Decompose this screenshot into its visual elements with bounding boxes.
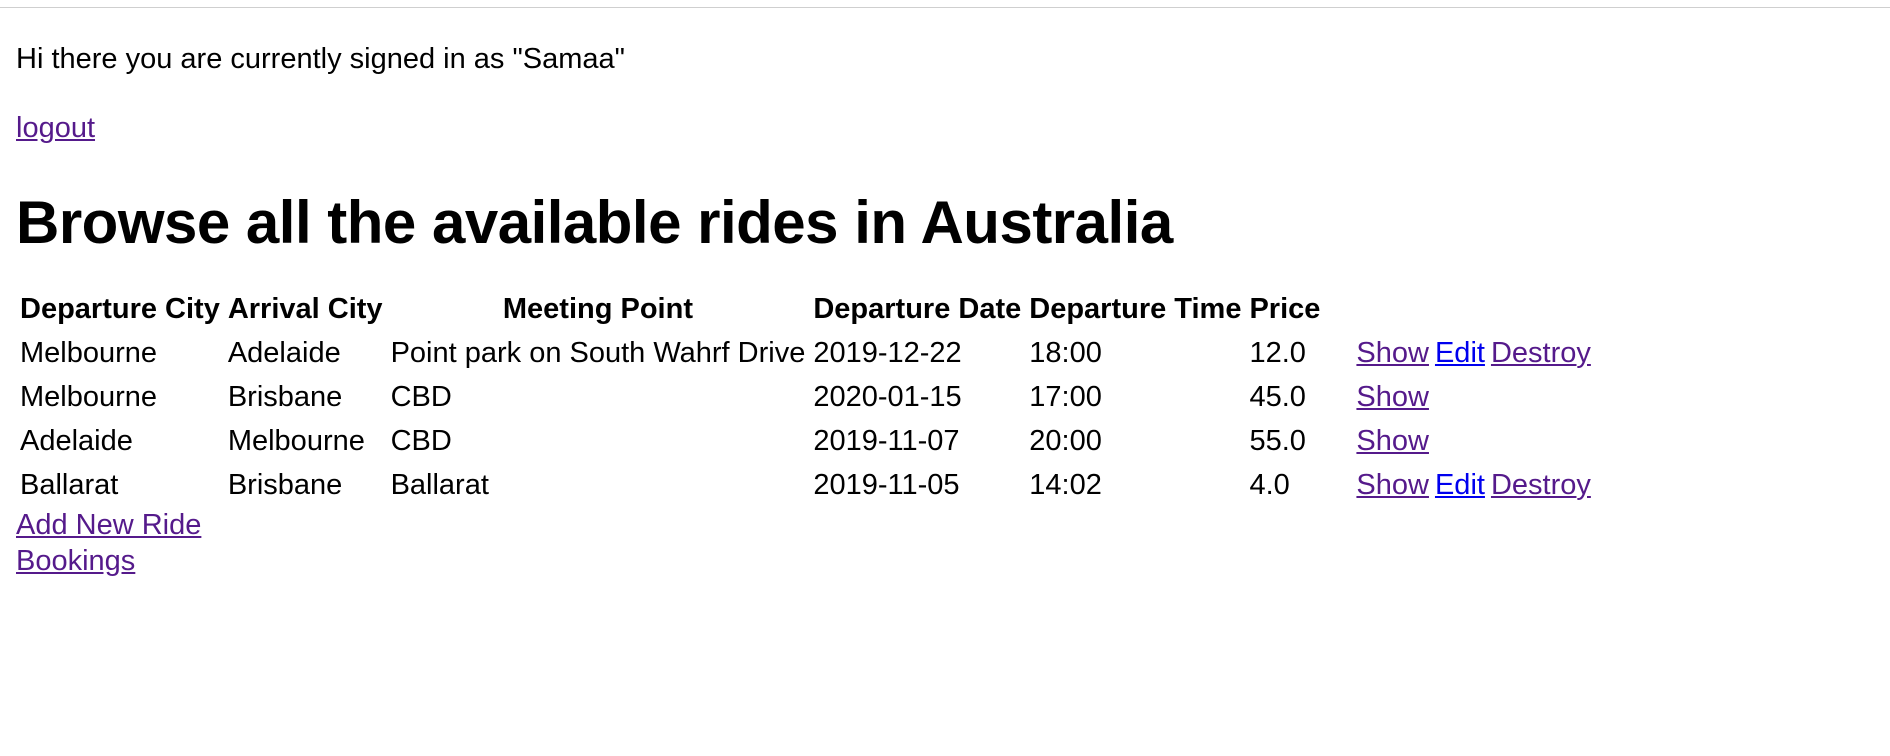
show-ride-link[interactable]: Show bbox=[1356, 468, 1429, 501]
cell-meeting-point: Point park on South Wahrf Drive bbox=[390, 336, 806, 369]
header-departure-city: Departure City bbox=[20, 292, 220, 325]
cell-arrival-city: Adelaide bbox=[227, 336, 341, 369]
cell-departure-date: 2020-01-15 bbox=[813, 380, 962, 413]
cell-actions: Show Edit Destroy bbox=[1354, 463, 1598, 507]
table-row: Melbourne Adelaide Point park on South W… bbox=[18, 331, 1599, 375]
cell-departure-time: 20:00 bbox=[1029, 424, 1102, 457]
cell-spacer bbox=[1326, 463, 1350, 507]
show-ride-link[interactable]: Show bbox=[1356, 380, 1429, 413]
show-ride-link[interactable]: Show bbox=[1356, 424, 1429, 457]
cell-departure-city: Adelaide bbox=[20, 424, 133, 457]
bookings-link[interactable]: Bookings bbox=[16, 545, 136, 577]
cell-departure-city: Melbourne bbox=[20, 380, 158, 413]
table-row: Ballarat Brisbane Ballarat 2019-11-05 14… bbox=[18, 463, 1599, 507]
cell-meeting-point: Ballarat bbox=[390, 468, 489, 501]
cell-departure-city: Melbourne bbox=[20, 336, 158, 369]
cell-spacer bbox=[1326, 375, 1350, 419]
cell-price: 4.0 bbox=[1249, 468, 1290, 501]
cell-actions: Show Edit Destroy bbox=[1354, 331, 1598, 375]
page-content: Hi there you are currently signed in as … bbox=[16, 40, 1876, 579]
table-header-row: Departure City Arrival City Meeting Poin… bbox=[18, 287, 1599, 331]
cell-spacer bbox=[1326, 331, 1350, 375]
cell-actions: Show bbox=[1354, 375, 1598, 419]
cell-departure-date: 2019-11-05 bbox=[813, 468, 960, 501]
logout-link[interactable]: logout bbox=[16, 112, 96, 144]
edit-ride-link[interactable]: Edit bbox=[1434, 468, 1485, 501]
header-departure-time: Departure Time bbox=[1029, 292, 1242, 325]
header-actions bbox=[1354, 287, 1598, 331]
show-ride-link[interactable]: Show bbox=[1356, 336, 1429, 369]
cell-departure-time: 18:00 bbox=[1029, 336, 1102, 369]
cell-arrival-city: Brisbane bbox=[227, 468, 343, 501]
header-meeting-point: Meeting Point bbox=[502, 292, 693, 325]
cell-departure-date: 2019-11-07 bbox=[813, 424, 960, 457]
header-spacer bbox=[1326, 287, 1350, 331]
destroy-ride-link[interactable]: Destroy bbox=[1490, 468, 1591, 501]
destroy-ride-link[interactable]: Destroy bbox=[1490, 336, 1591, 369]
cell-price: 12.0 bbox=[1249, 336, 1306, 369]
cell-arrival-city: Melbourne bbox=[227, 424, 365, 457]
cell-departure-time: 14:02 bbox=[1029, 468, 1102, 501]
edit-ride-link[interactable]: Edit bbox=[1434, 336, 1485, 369]
rides-table: Departure City Arrival City Meeting Poin… bbox=[14, 287, 1603, 507]
cell-spacer bbox=[1326, 419, 1350, 463]
table-row: Adelaide Melbourne CBD 2019-11-07 20:00 … bbox=[18, 419, 1599, 463]
cell-meeting-point: CBD bbox=[390, 424, 452, 457]
cell-departure-date: 2019-12-22 bbox=[813, 336, 962, 369]
top-divider bbox=[0, 7, 1890, 8]
cell-arrival-city: Brisbane bbox=[227, 380, 343, 413]
cell-departure-city: Ballarat bbox=[20, 468, 119, 501]
add-new-ride-link[interactable]: Add New Ride bbox=[16, 509, 202, 541]
header-price: Price bbox=[1249, 292, 1321, 325]
cell-meeting-point: CBD bbox=[390, 380, 452, 413]
header-arrival-city: Arrival City bbox=[227, 292, 383, 325]
cell-price: 45.0 bbox=[1249, 380, 1306, 413]
header-departure-date: Departure Date bbox=[813, 292, 1022, 325]
signed-in-greeting: Hi there you are currently signed in as … bbox=[16, 43, 625, 75]
table-row: Melbourne Brisbane CBD 2020-01-15 17:00 … bbox=[18, 375, 1599, 419]
page-title: Browse all the available rides in Austra… bbox=[16, 189, 1173, 256]
cell-departure-time: 17:00 bbox=[1029, 380, 1102, 413]
cell-actions: Show bbox=[1354, 419, 1598, 463]
cell-price: 55.0 bbox=[1249, 424, 1306, 457]
